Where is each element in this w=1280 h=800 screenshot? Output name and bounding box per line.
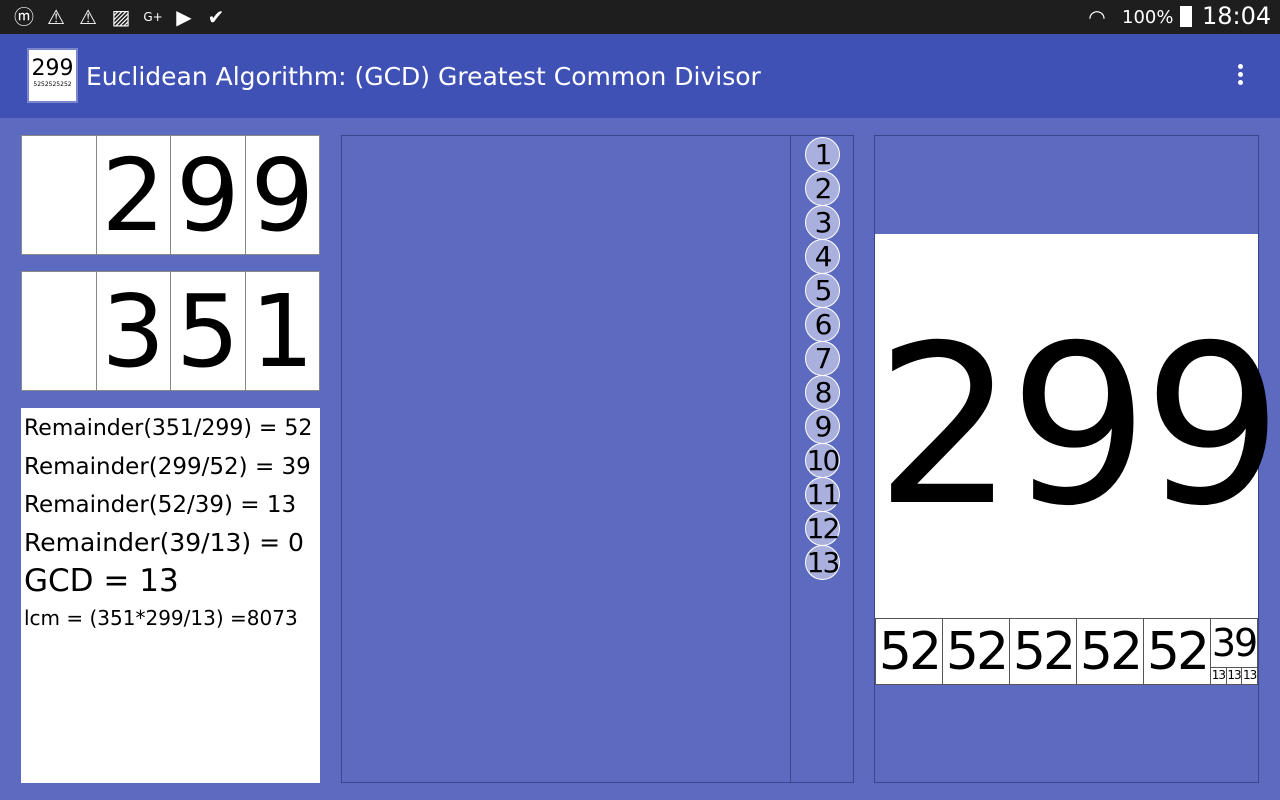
app-bar: 299 5252525252 Euclidean Algorithm: (GCD…	[0, 34, 1280, 118]
digit[interactable]: 1	[244, 272, 320, 390]
step-button[interactable]: 5	[805, 273, 840, 308]
step-button[interactable]: 10	[805, 443, 840, 478]
step-button[interactable]: 1	[805, 137, 840, 172]
big-number: 299	[875, 234, 1280, 619]
gcd-result: GCD = 13	[24, 563, 179, 599]
tile: 52	[876, 619, 943, 684]
visual-panel: 299 52 52 52 52 52 39 13 13 13	[874, 135, 1280, 783]
image-icon: ▨	[111, 5, 131, 29]
step-button[interactable]: 3	[805, 205, 840, 240]
overflow-menu-icon[interactable]	[1232, 62, 1248, 90]
step-button[interactable]: 6	[805, 307, 840, 342]
digit[interactable]: 2	[95, 136, 171, 254]
tile: 52	[943, 619, 1010, 684]
tile: 52	[1010, 619, 1077, 684]
step-button[interactable]: 7	[805, 341, 840, 376]
logo-sub: 5252525252	[33, 81, 72, 88]
tile: 52	[1077, 619, 1144, 684]
step-button[interactable]: 13	[805, 545, 840, 580]
wifi-icon: ◠	[1088, 5, 1106, 29]
calculation-panel: Remainder(351/299) = 52 Remainder(299/52…	[21, 408, 320, 783]
warning-icon: ⚠	[79, 5, 97, 29]
step-line: Remainder(39/13) = 0	[24, 528, 304, 557]
step-line: Remainder(52/39) = 13	[24, 492, 297, 518]
animation-panel: 1 2 3 4 5 6 7 8 9 10 11 12 13	[341, 135, 854, 783]
battery-percent: 100%	[1122, 7, 1174, 28]
google-plus-icon: G+	[143, 10, 163, 24]
digit[interactable]	[22, 136, 96, 254]
app-m-icon: ⓜ	[14, 5, 34, 29]
remainder-tile: 39 13 13 13	[1211, 619, 1258, 684]
tile-row: 52 52 52 52 52 39 13 13 13	[875, 618, 1258, 685]
digit[interactable]: 9	[170, 136, 245, 254]
logo-number: 299	[31, 56, 74, 81]
battery-icon	[1180, 6, 1192, 27]
lcm-result: lcm = (351*299/13) =8073	[24, 606, 298, 630]
step-button[interactable]: 8	[805, 375, 840, 410]
digit[interactable]: 3	[95, 272, 171, 390]
step-button[interactable]: 2	[805, 171, 840, 206]
page-title: Euclidean Algorithm: (GCD) Greatest Comm…	[86, 62, 761, 91]
step-line: Remainder(299/52) = 39	[24, 454, 311, 480]
number-b-input[interactable]: 3 5 1	[21, 271, 320, 391]
sub-tile: 13	[1227, 668, 1243, 684]
sub-tile: 13	[1211, 668, 1227, 684]
warning-icon: ⚠	[47, 5, 65, 29]
sub-tile: 13	[1243, 668, 1257, 682]
step-button[interactable]: 12	[805, 511, 840, 546]
divider	[790, 136, 791, 782]
number-a-input[interactable]: 2 9 9	[21, 135, 320, 255]
status-bar: ⓜ ⚠ ⚠ ▨ G+ ▶ ✔ ◠ 100% 18:04	[0, 0, 1280, 34]
step-button[interactable]: 9	[805, 409, 840, 444]
step-line: Remainder(351/299) = 52	[24, 416, 313, 441]
digit[interactable]: 5	[170, 272, 245, 390]
tile: 52	[1144, 619, 1211, 684]
clipboard-check-icon: ✔	[207, 5, 225, 29]
remainder-value: 39	[1211, 619, 1258, 668]
digit[interactable]: 9	[244, 136, 320, 254]
step-button[interactable]: 4	[805, 239, 840, 274]
app-logo: 299 5252525252	[27, 48, 78, 103]
digit[interactable]	[22, 272, 96, 390]
youtube-icon: ▶	[176, 5, 192, 29]
step-button[interactable]: 11	[805, 477, 840, 512]
clock: 18:04	[1202, 2, 1272, 30]
